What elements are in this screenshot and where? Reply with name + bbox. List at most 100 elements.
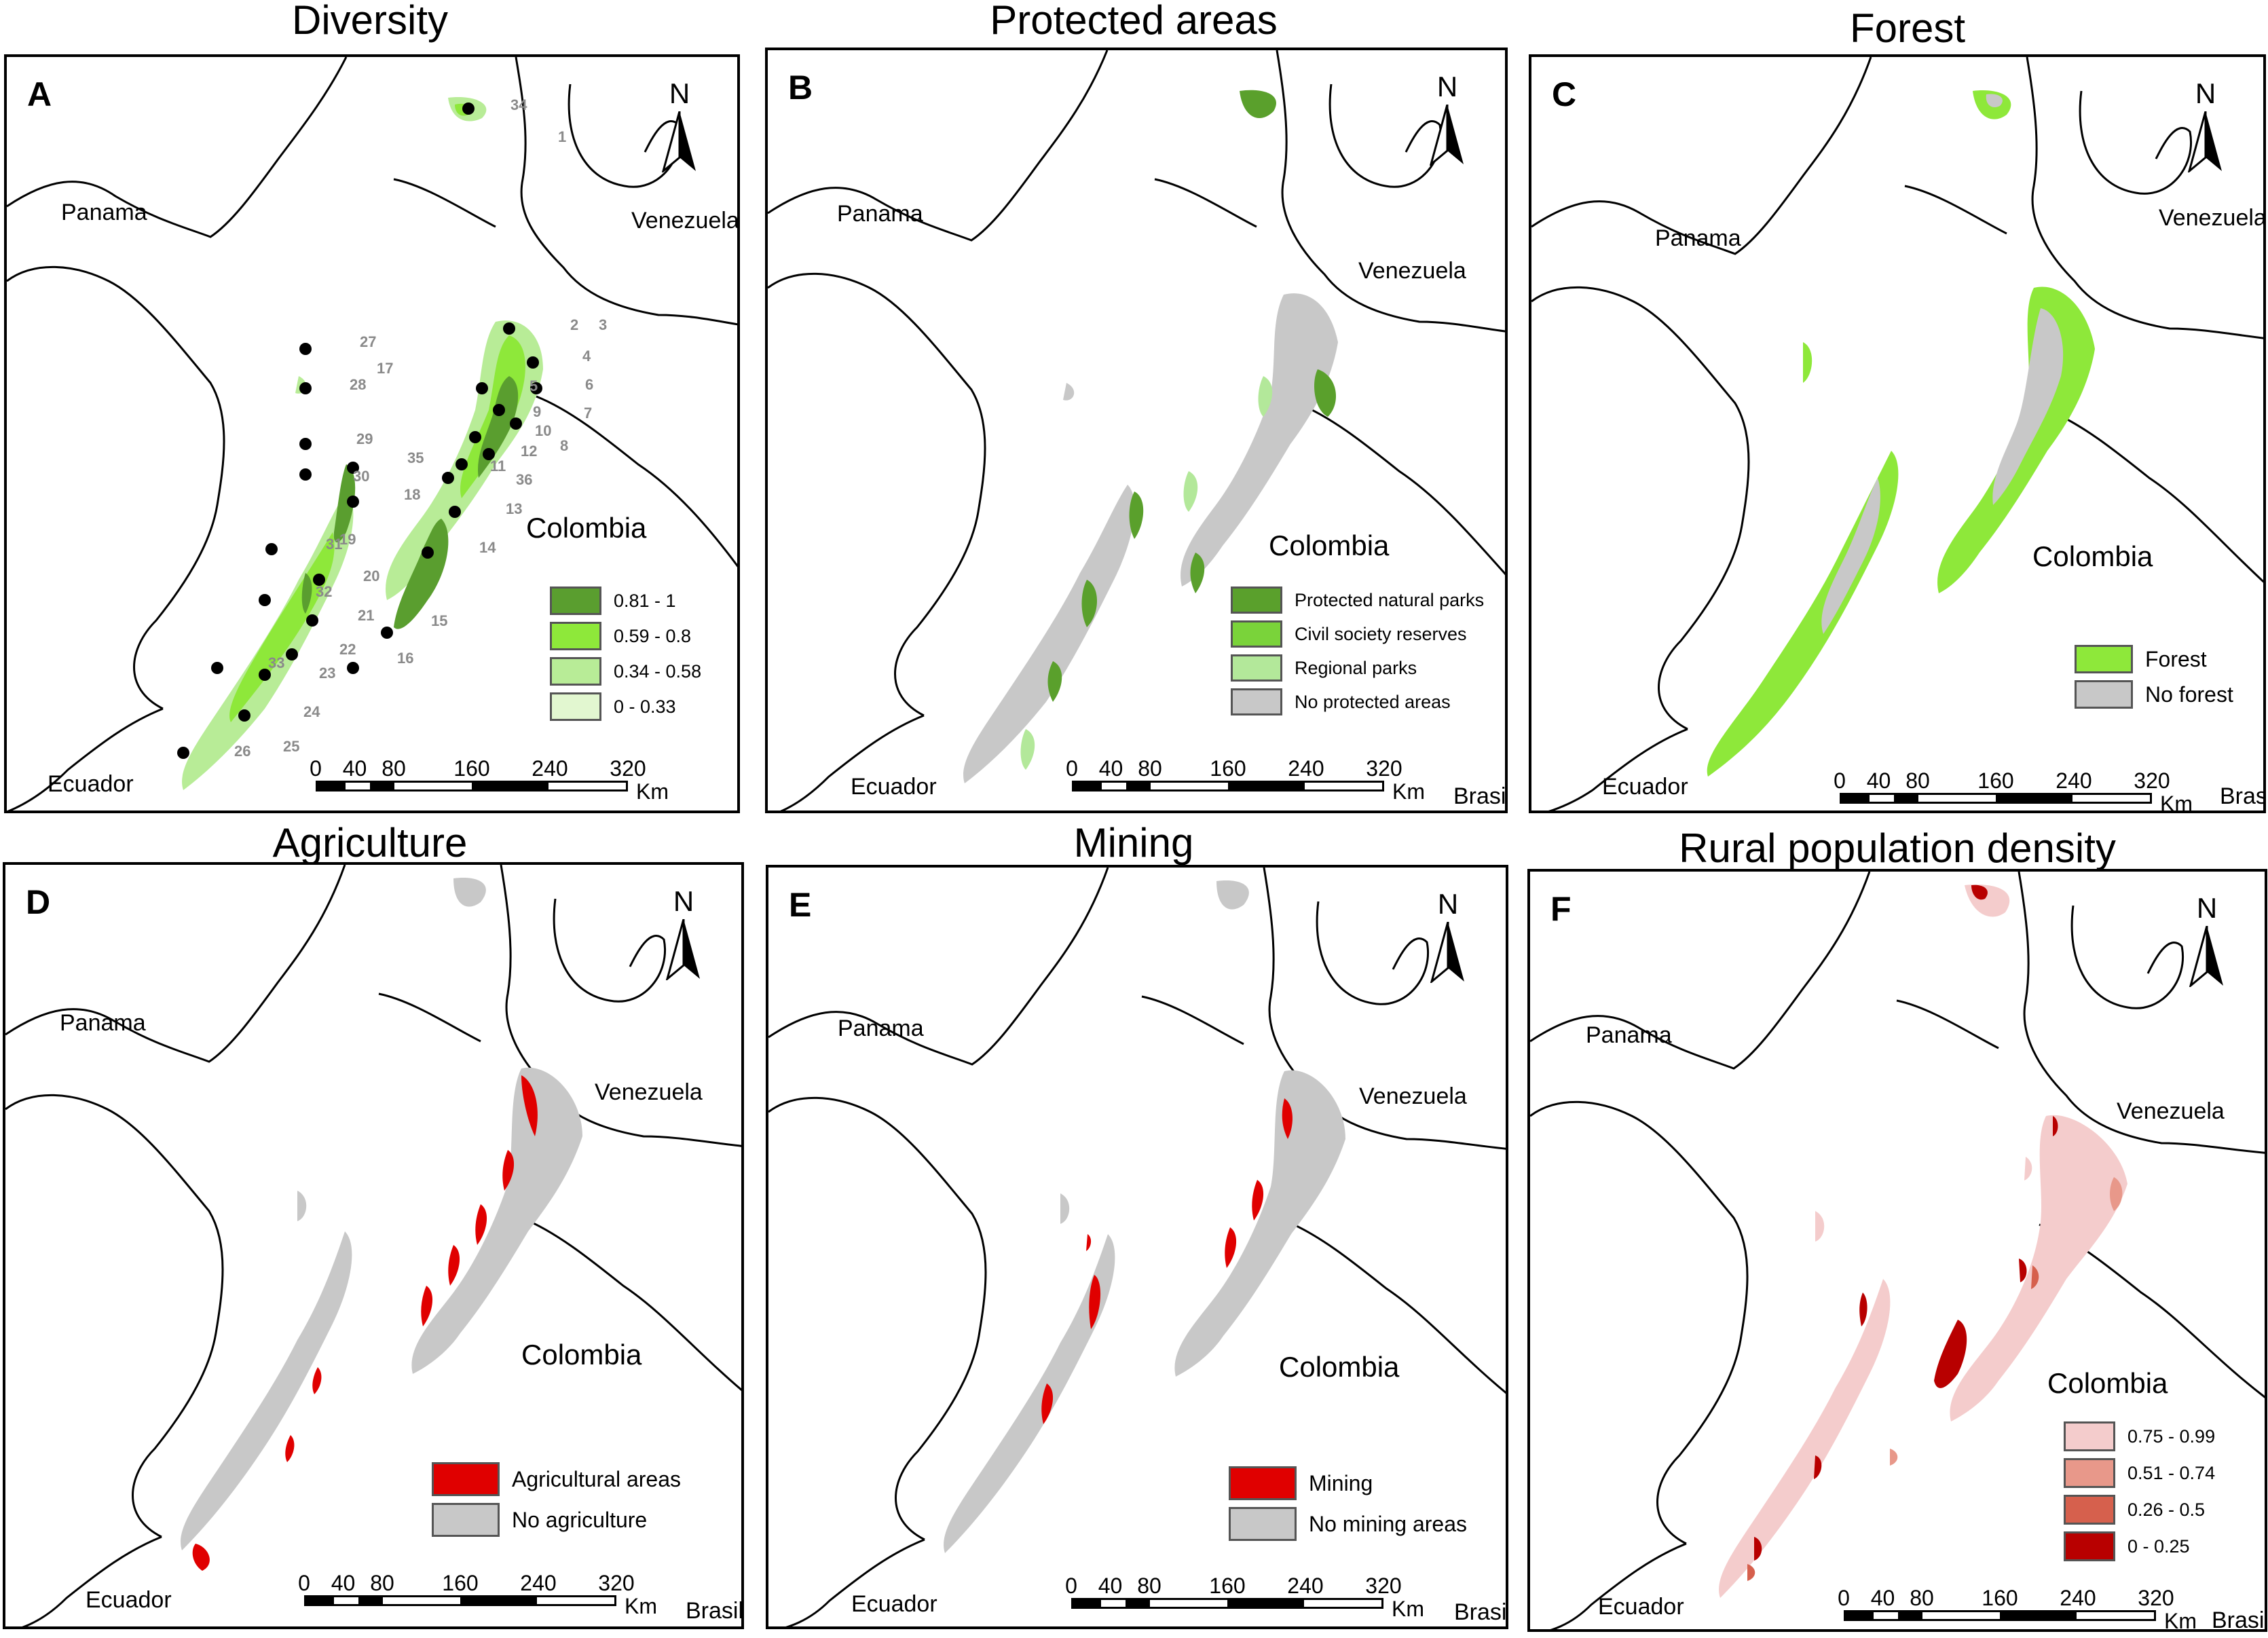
legend-swatch [1231,620,1282,648]
panel-b-title: Protected areas [990,0,1278,43]
legend-item: 0.81 - 1 [550,587,701,615]
legend-swatch [2064,1495,2115,1525]
map-panel-protected-areas: B N Panama Venezuela Colombia Ecuador Pr… [765,48,1508,813]
north-arrow-d: N [653,885,714,987]
label-panama-c: Panama [1655,225,1741,251]
panel-a-title: Diversity [291,0,448,43]
legend-item: Agricultural areas [432,1462,681,1496]
scale-unit: Km [1392,1597,1424,1621]
diversity-map: 34 1 2 3 4 5 6 7 8 9 10 11 12 13 14 15 1… [7,57,737,811]
legend-item: Forest [2075,645,2233,673]
svg-text:29: 29 [356,430,373,447]
panel-d-letter: D [26,883,51,921]
legend-item: No protected areas [1231,688,1484,715]
scale-bar-e: 0 40 80 160 240 320 Km [1065,1574,1424,1621]
legend-diversity: 0.81 - 1 0.59 - 0.8 0.34 - 0.58 0 - 0.33 [550,587,701,728]
protected-areas-map [768,50,1505,811]
label-brasil-c: Brasil [2220,783,2263,809]
legend-item: 0.26 - 0.5 [2064,1495,2215,1525]
legend-swatch [1231,688,1282,715]
scale-bar-segments [304,1595,616,1606]
rural-population-map [1530,872,2265,1629]
svg-text:23: 23 [319,665,335,682]
legend-swatch [1231,587,1282,614]
label-colombia-f: Colombia [2047,1367,2168,1399]
label-venezuela-d: Venezuela [595,1079,703,1105]
label-panama-e: Panama [838,1016,924,1041]
svg-text:15: 15 [431,612,447,629]
panel-e-letter: E [789,886,812,924]
scale-bar-segments [316,781,628,792]
map-panel-mining: E N Panama Venezuela Colombia Ecuador Mi… [766,865,1508,1629]
legend-item: Protected natural parks [1231,587,1484,614]
scale-bar-b: 0 40 80 160 240 320 Km [1066,756,1425,804]
legend-swatch [550,622,601,650]
scale-ticks: 0 40 80 160 240 320 [1834,768,2170,793]
svg-text:35: 35 [407,449,424,466]
panel-e-title: Mining [1073,820,1194,865]
svg-text:7: 7 [584,405,592,422]
north-arrow-icon [665,919,700,980]
legend-swatch [550,657,601,686]
svg-text:16: 16 [397,650,413,667]
legend-agriculture: Agricultural areas No agriculture [432,1462,681,1544]
legend-swatch [2064,1531,2115,1561]
map-panel-rural-population-density: F N Panama Venezuela Colombia Ecuador 0.… [1527,869,2267,1632]
svg-text:26: 26 [234,743,250,760]
label-venezuela-e: Venezuela [1359,1083,1467,1109]
map-panel-diversity: 34 1 2 3 4 5 6 7 8 9 10 11 12 13 14 15 1… [4,54,740,813]
label-colombia-a: Colombia [526,512,647,544]
north-arrow-c: N [2175,77,2236,179]
legend-item: 0.34 - 0.58 [550,657,701,686]
forest-map [1531,57,2263,811]
legend-rural-population: 0.75 - 0.99 0.51 - 0.74 0.26 - 0.5 0 - 0… [2064,1421,2215,1568]
legend-item: No forest [2075,680,2233,709]
scale-unit: Km [2160,792,2193,813]
scale-ticks: 0 40 80 160 240 320 [1838,1586,2174,1610]
svg-text:13: 13 [506,500,522,517]
svg-text:28: 28 [350,376,366,393]
legend-item: Regional parks [1231,654,1484,682]
svg-text:25: 25 [283,738,299,755]
scale-ticks: 0 40 80 160 240 320 [1065,1574,1402,1598]
scale-bar-segments [1840,793,2152,804]
legend-swatch [432,1503,500,1537]
legend-swatch [1229,1466,1297,1500]
scale-unit: Km [2164,1609,2197,1632]
legend-item: Mining [1229,1466,1467,1500]
north-arrow-f: N [2176,892,2237,994]
legend-item: 0.75 - 0.99 [2064,1421,2215,1451]
label-panama-a: Panama [61,200,147,225]
svg-text:2: 2 [570,316,578,333]
panel-c-letter: C [1552,75,1577,113]
svg-text:24: 24 [303,703,320,720]
legend-item: No agriculture [432,1503,681,1537]
label-ecuador-d: Ecuador [86,1587,172,1613]
label-venezuela-f: Venezuela [2117,1098,2225,1124]
legend-item: No mining areas [1229,1507,1467,1541]
svg-text:20: 20 [363,567,379,584]
legend-swatch [550,692,601,721]
legend-swatch [1231,654,1282,682]
label-brasil-e: Brasil [1454,1599,1508,1625]
svg-text:14: 14 [479,539,496,556]
panel-c-title: Forest [1849,5,1966,51]
panel-d-title: Agriculture [272,820,468,865]
svg-text:33: 33 [268,654,284,671]
svg-text:30: 30 [353,468,369,485]
label-ecuador-c: Ecuador [1602,774,1688,800]
legend-swatch [550,587,601,615]
agriculture-map [5,865,741,1626]
legend-swatch [2064,1458,2115,1488]
legend-swatch [432,1462,500,1496]
svg-text:3: 3 [599,316,607,333]
north-arrow-icon [661,111,696,172]
legend-forest: Forest No forest [2075,645,2233,715]
label-ecuador-e: Ecuador [851,1591,937,1617]
svg-text:4: 4 [582,348,591,365]
label-brasil-f: Brasil [2212,1607,2267,1632]
panel-f-title: Rural population density [1679,825,2116,871]
svg-text:12: 12 [521,443,537,460]
label-colombia-b: Colombia [1269,529,1390,561]
mining-map [768,868,1506,1626]
